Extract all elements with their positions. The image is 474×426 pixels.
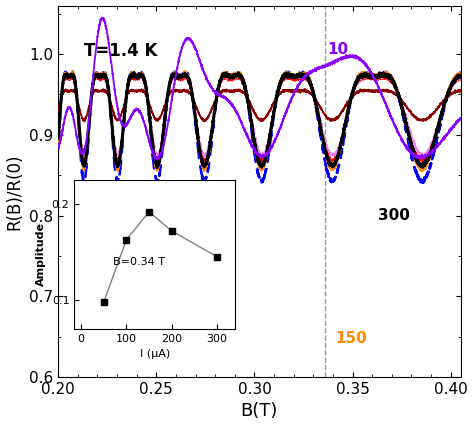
Y-axis label: R(B)/R(0): R(B)/R(0)	[6, 153, 24, 230]
Text: 300: 300	[378, 208, 410, 223]
X-axis label: B(T): B(T)	[241, 403, 278, 420]
Text: T=1.4 K: T=1.4 K	[84, 42, 157, 60]
Text: 10: 10	[327, 43, 348, 58]
Text: 150: 150	[335, 331, 367, 346]
